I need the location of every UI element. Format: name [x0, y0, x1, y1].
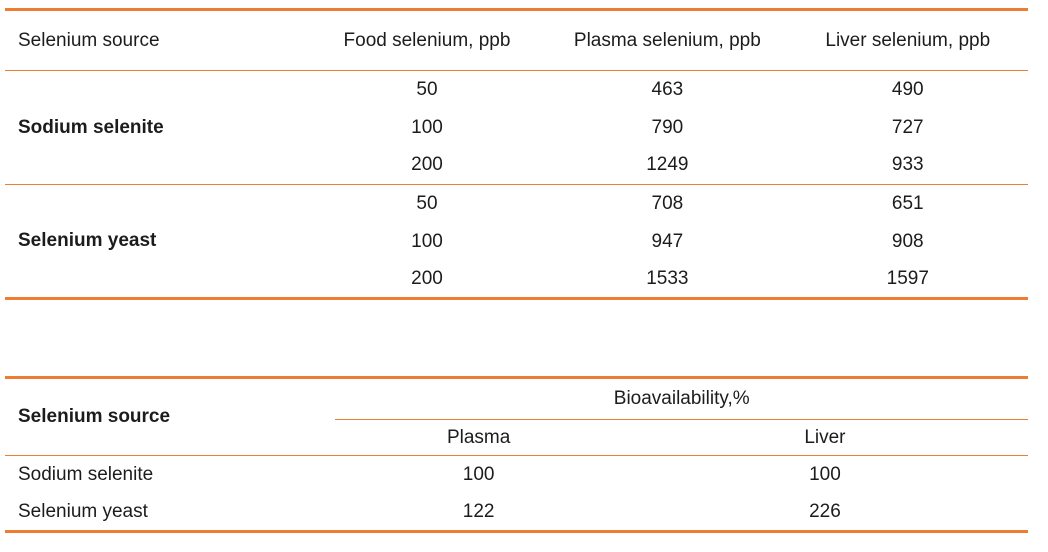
- column-header-plasma-selenium: Plasma selenium, ppb: [547, 9, 788, 71]
- column-header-liver-selenium: Liver selenium, ppb: [787, 9, 1028, 71]
- table-row: Selenium yeast 50 708 651: [5, 184, 1028, 299]
- table-row: Sodium selenite 50 463 490: [5, 71, 1028, 138]
- table-row: Selenium yeast 122 226: [5, 494, 1028, 532]
- bioavailability-table: Selenium source Bioavailability,% Plasma…: [5, 376, 1028, 533]
- sub-header-row: Plasma Liver: [5, 419, 1028, 456]
- table-cell: 1597: [886, 267, 929, 289]
- table-cell: 727: [891, 116, 924, 138]
- header-row: Selenium source Bioavailability,%: [5, 377, 1028, 456]
- table-section-1: Sodium selenite 50 463 490 100 790 727 200 1249 9…: [5, 71, 1028, 185]
- table-section-2: Selenium yeast 50 708 651 100 947 908 200 1533 15…: [5, 184, 1028, 299]
- table-cell: 490: [891, 78, 924, 100]
- table-cell: 651: [787, 184, 1028, 223]
- selenium-levels-table-header: Selenium source Food selenium, ppb Plasm…: [5, 9, 1028, 71]
- table-cell: 200: [411, 154, 443, 176]
- table-cell: 100: [411, 116, 443, 138]
- table-cell: 226: [809, 500, 841, 522]
- table-cell: 947: [651, 230, 684, 252]
- row-label: Selenium yeast: [18, 500, 148, 522]
- table-cell: 100: [462, 463, 495, 485]
- table-row: 100 790 727: [5, 109, 1028, 147]
- table-cell: 50: [306, 184, 548, 223]
- table-cell: 1533: [646, 267, 689, 289]
- table-cell: 200: [411, 267, 443, 289]
- column-group-header-bioavailability: Bioavailability,%: [335, 377, 1028, 420]
- column-header-food-selenium: Food selenium, ppb: [306, 9, 548, 71]
- bioavailability-table-body: Sodium selenite 100 100 Selenium yeast 122 22…: [5, 456, 1028, 532]
- table-row: 100 947 908: [5, 223, 1028, 261]
- table-cell: 933: [891, 154, 924, 176]
- column-header-liver: Liver: [621, 419, 1028, 456]
- table-cell: 463: [651, 78, 684, 100]
- table-cell: 100: [411, 230, 443, 252]
- selenium-levels-table: Selenium source Food selenium, ppb Plasm…: [5, 8, 1028, 300]
- bioavailability-table-header: Selenium source Bioavailability,% Plasma…: [5, 377, 1028, 456]
- row-group-label: Sodium selenite: [18, 116, 164, 138]
- row-group-label: Selenium yeast: [5, 184, 307, 299]
- table-cell: 708: [547, 184, 788, 223]
- row-label: Sodium selenite: [18, 463, 154, 485]
- column-header-plasma: Plasma: [335, 419, 622, 456]
- table-cell: 1249: [646, 154, 689, 176]
- table-cell: 790: [651, 116, 684, 138]
- table-cell: 50: [416, 78, 438, 100]
- table-row: Sodium selenite 100 100: [5, 456, 1028, 494]
- document-page: Selenium source Food selenium, ppb Plasm…: [5, 8, 1028, 533]
- table-row: 200 1249 933: [5, 147, 1028, 185]
- table-cell: 100: [809, 463, 841, 485]
- table-row: 200 1533 1597: [5, 261, 1028, 299]
- column-header-selenium-source: Selenium source: [5, 9, 307, 71]
- column-header-selenium-source: Selenium source: [5, 377, 336, 456]
- table-cell: 908: [891, 230, 924, 252]
- table-cell: 122: [462, 500, 495, 522]
- header-row: Selenium source Food selenium, ppb Plasm…: [5, 9, 1028, 71]
